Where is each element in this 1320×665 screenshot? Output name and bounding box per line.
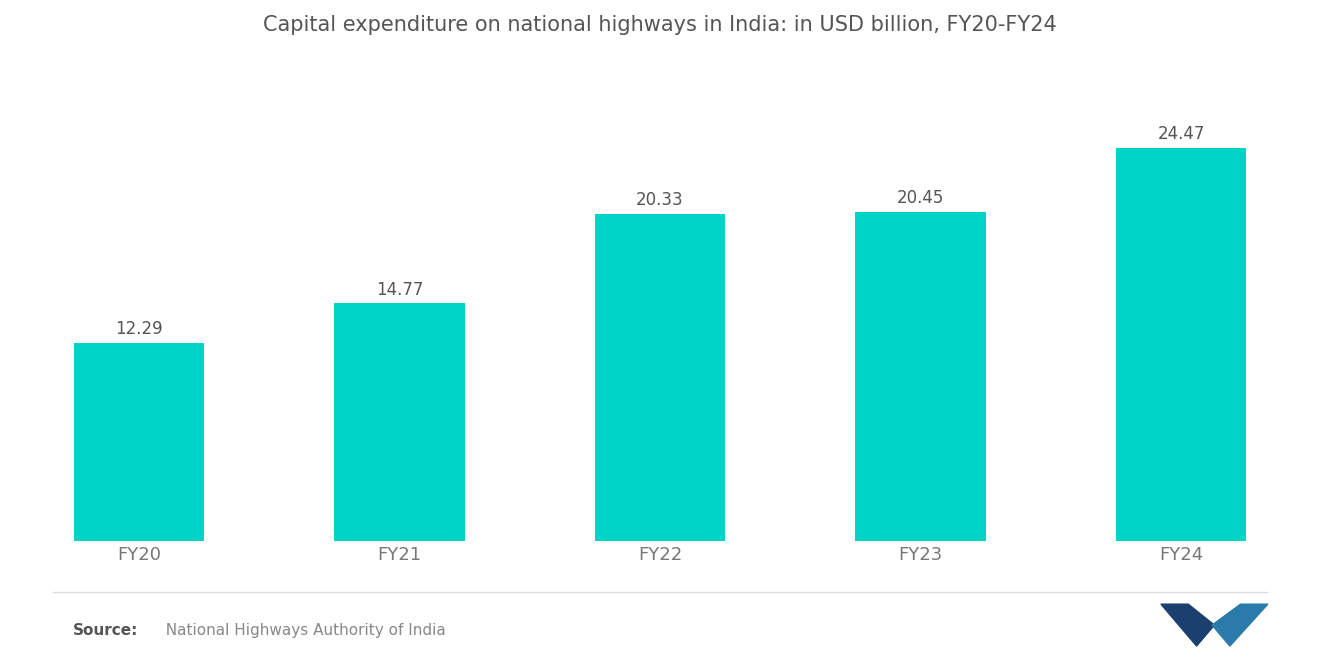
Polygon shape bbox=[1212, 604, 1267, 646]
Bar bbox=[855, 212, 986, 541]
Bar bbox=[1117, 148, 1246, 541]
Bar bbox=[595, 214, 725, 541]
Bar bbox=[334, 303, 465, 541]
Polygon shape bbox=[1162, 604, 1214, 646]
Bar bbox=[74, 343, 203, 541]
Text: Source:: Source: bbox=[73, 623, 139, 638]
Text: 14.77: 14.77 bbox=[376, 281, 424, 299]
Text: National Highways Authority of India: National Highways Authority of India bbox=[156, 623, 446, 638]
Text: 12.29: 12.29 bbox=[115, 321, 162, 338]
Title: Capital expenditure on national highways in India: in USD billion, FY20-FY24: Capital expenditure on national highways… bbox=[263, 15, 1057, 35]
Text: 20.45: 20.45 bbox=[896, 190, 944, 207]
Text: 20.33: 20.33 bbox=[636, 192, 684, 209]
Text: 24.47: 24.47 bbox=[1158, 125, 1205, 143]
